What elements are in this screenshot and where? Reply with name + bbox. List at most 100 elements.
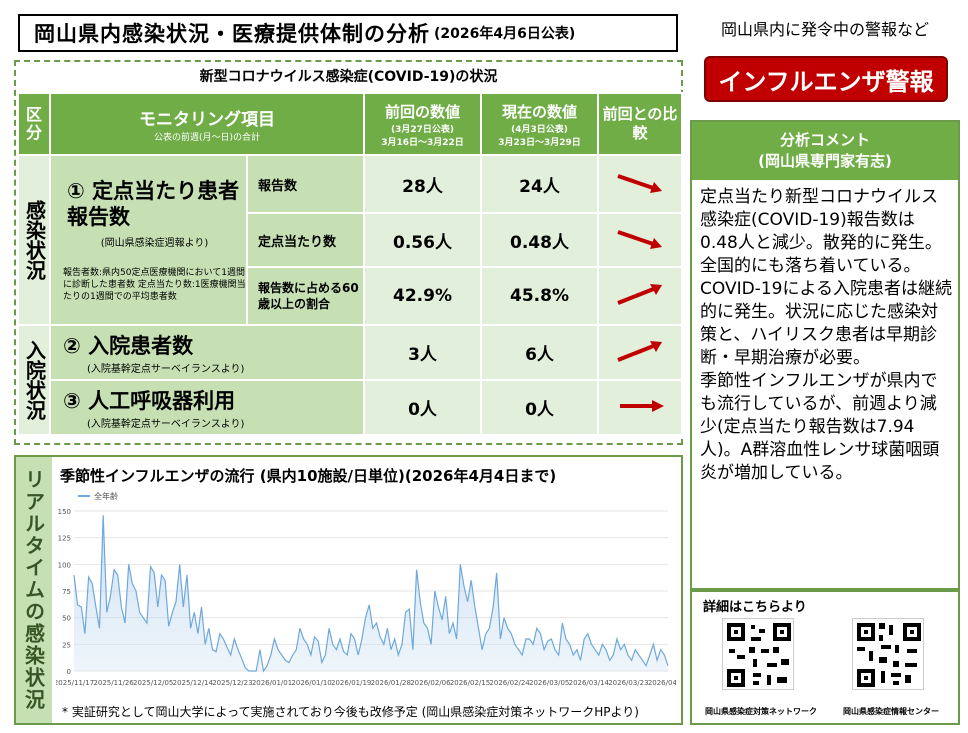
arrow-down-icon [617, 174, 662, 193]
item1-cell: ① 定点当たり患者報告数 (岡山県感染症週報より) 報告者数:県内50定点医療機… [49, 154, 248, 326]
item2-title: ② 入院患者数 [63, 334, 194, 358]
header-curr-label: 現在の数値 [501, 102, 577, 121]
analysis-header: 分析コメント (岡山県専門家有志) [692, 122, 958, 180]
qr-info-center-label: 岡山県感染症情報センター [843, 707, 939, 716]
row4-prev: 3人 [363, 324, 482, 381]
header-curr: 現在の数値 (4月3日公表) 3月23日〜3月29日 [480, 92, 599, 156]
series-line [73, 515, 669, 673]
qr-network[interactable] [722, 618, 795, 694]
arrow-right-icon [620, 399, 664, 412]
row1-label: 報告数 [246, 154, 365, 214]
header-curr-note1: (4月3日公表) [511, 124, 568, 135]
covid-subtitle: 新型コロナウイルス感染症(COVID-19)の状況 [199, 69, 498, 85]
y-tick-label: 100 [58, 561, 71, 569]
x-tick-label: 2026/01/28 [371, 679, 411, 687]
covid-section [14, 60, 683, 445]
row1-curr: 24人 [480, 154, 599, 214]
y-tick-label: 25 [62, 641, 71, 649]
row2-trend [597, 212, 683, 268]
row2-label: 定点当たり数 [246, 212, 365, 268]
header-category: 区分 [17, 92, 51, 156]
item2-cell: ② 入院患者数 (入院基幹定点サーベイランスより) [49, 324, 365, 381]
y-tick-label: 150 [58, 508, 71, 516]
header-prev-label: 前回の数値 [384, 102, 460, 121]
row3-trend [597, 266, 683, 326]
analysis-subheading: (岡山県専門家有志) [758, 152, 892, 170]
qr-info-center[interactable] [852, 618, 925, 694]
header-item-label: モニタリング項目 [139, 110, 275, 130]
realtime-side-panel: リアルタイムの感染状況 [16, 457, 52, 723]
realtime-section [14, 455, 683, 725]
arrow-down-icon [617, 230, 662, 249]
row3-curr: 45.8% [480, 266, 599, 326]
x-tick-label: 2026/03/14 [569, 679, 610, 687]
item3-source: (入院基幹定点サーベイランスより) [87, 419, 245, 430]
x-tick-label: 2025/12/14 [173, 679, 214, 687]
x-tick-label: 2025/12/23 [212, 679, 252, 687]
x-tick-label: 2025/11/26 [93, 679, 134, 687]
qr-network-label: 岡山県感染症対策ネットワーク [705, 707, 817, 716]
legend-label: 全年齢 [94, 491, 118, 501]
analysis-heading: 分析コメント [779, 131, 870, 149]
item3-title: ③ 人工呼吸器利用 [63, 389, 236, 413]
publish-date: (2026年4月6日公表) [434, 26, 576, 42]
item2-source: (入院基幹定点サーベイランスより) [87, 364, 245, 375]
row1-prev: 28人 [363, 154, 482, 214]
x-tick-label: 2026/01/01 [252, 679, 292, 687]
x-tick-label: 2025/11/17 [56, 679, 94, 687]
qr-code-icon[interactable] [852, 618, 925, 691]
detail-heading: 詳細はこちらより [703, 600, 807, 615]
realtime-footnote: * 実証研究として岡山大学によって実施されており今後も改修予定 (岡山県感染症対… [62, 705, 639, 719]
row3-label: 報告数に占める60歳以上の割合 [246, 266, 365, 326]
row1-trend [597, 154, 683, 214]
analysis-comment: 定点当たり新型コロナウイルス感染症(COVID-19)報告数は0.48人と減少。… [700, 186, 952, 485]
x-tick-label: 2026/03/23 [608, 679, 648, 687]
title-box: 岡山県内感染状況・医療提供体制の分析 (2026年4月6日公表) [18, 14, 678, 52]
alert-heading: 岡山県内に発令中の警報など [720, 20, 929, 39]
x-tick-label: 2026/04/01 [648, 679, 676, 687]
y-tick-label: 50 [62, 615, 71, 623]
x-tick-label: 2026/03/05 [529, 679, 569, 687]
analysis-paragraph-covid: 定点当たり新型コロナウイルス感染症(COVID-19)報告数は0.48人と減少。… [700, 187, 952, 368]
row5-curr: 0人 [480, 379, 599, 436]
item1-source: (岡山県感染症週報より) [100, 237, 209, 249]
x-tick-label: 2026/02/06 [410, 679, 451, 687]
row4-trend [597, 324, 683, 381]
analysis-panel [690, 120, 960, 590]
row2-curr: 0.48人 [480, 212, 599, 268]
qr-code-icon[interactable] [722, 618, 795, 691]
realtime-side-label: リアルタイムの感染状況 [21, 469, 46, 711]
analysis-paragraph-flu: 季節性インフルエンザが県内でも流行しているが、前週より減少(定点当たり報告数は7… [700, 371, 940, 483]
y-tick-label: 125 [58, 535, 71, 543]
row5-trend [597, 379, 683, 436]
header-item-note: 公表の前週(月〜日)の合計 [153, 133, 261, 143]
category-hospital: 入院状況 [17, 324, 51, 436]
header-prev-note1: (3月27日公表) [390, 124, 454, 135]
item1-note: 報告者数:県内50定点医療機関において1週間に診断した患者数 定点当たり数:1医… [63, 267, 246, 302]
category-infection: 感染状況 [17, 154, 51, 326]
series-area [74, 515, 668, 671]
y-tick-label: 75 [62, 588, 71, 596]
header-item: モニタリング項目 公表の前週(月〜日)の合計 [49, 92, 365, 156]
row2-prev: 0.56人 [363, 212, 482, 268]
x-tick-label: 2026/02/15 [450, 679, 490, 687]
arrow-up-icon [617, 340, 662, 362]
page-title: 岡山県内感染状況・医療提供体制の分析 [34, 22, 430, 46]
arrow-up-icon [617, 284, 662, 305]
detail-panel [690, 590, 960, 725]
x-tick-label: 2026/02/24 [489, 679, 530, 687]
influenza-alert-badge: インフルエンザ警報 [704, 56, 948, 102]
header-prev-note2: 3月16日〜3月22日 [381, 137, 464, 148]
monitoring-table: 区分 モニタリング項目 公表の前週(月〜日)の合計 前回の数値 (3月27日公表… [17, 92, 683, 436]
realtime-title: 季節性インフルエンザの流行 (県内10施設/日単位)(2026年4月4日まで) [60, 467, 557, 485]
y-tick-label: 0 [67, 668, 71, 676]
header-compare: 前回との比較 [597, 92, 683, 156]
x-tick-label: 2026/01/19 [331, 679, 371, 687]
x-tick-label: 2025/12/05 [133, 679, 173, 687]
x-tick-label: 2026/01/10 [291, 679, 331, 687]
header-curr-note2: 3月23日〜3月29日 [498, 137, 581, 148]
row5-prev: 0人 [363, 379, 482, 436]
header-prev: 前回の数値 (3月27日公表) 3月16日〜3月22日 [363, 92, 482, 156]
flu-chart: 0 25 50 75 100 125 150 2025/11/17 2025/11/26 2025… [54, 487, 688, 699]
